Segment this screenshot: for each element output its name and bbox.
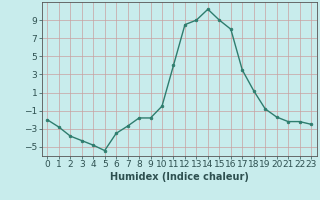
X-axis label: Humidex (Indice chaleur): Humidex (Indice chaleur) [110, 172, 249, 182]
